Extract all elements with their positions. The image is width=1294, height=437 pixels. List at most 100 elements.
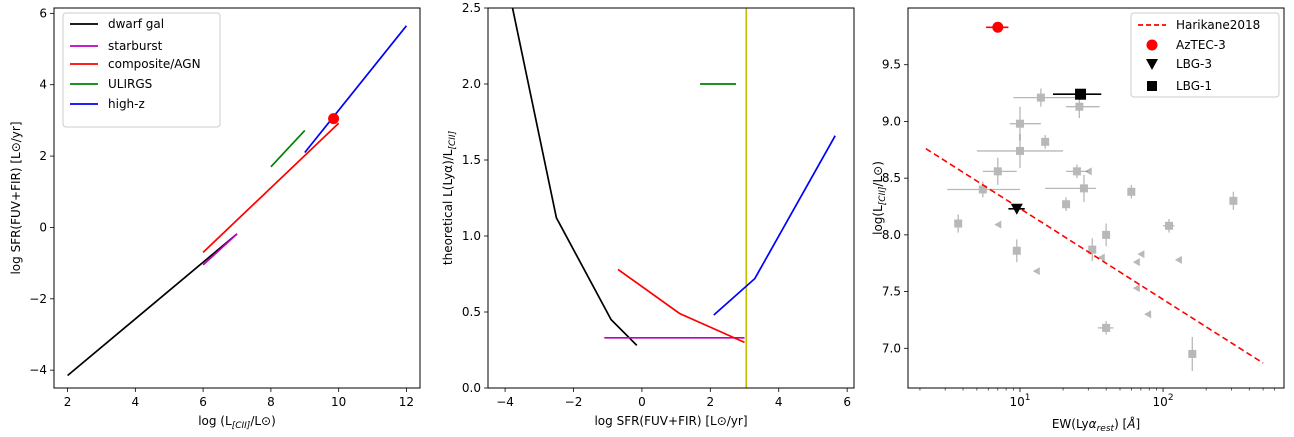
gray-triangle-point: [1137, 250, 1145, 259]
y-tick-label: 2: [39, 149, 47, 163]
legend-label-dwarf-gal: dwarf gal: [108, 17, 164, 31]
x-tick-label: 0: [638, 395, 646, 409]
legend-label-high-z: high-z: [108, 97, 145, 111]
x-tick-label: 2: [64, 395, 72, 409]
gray-square-point: [1012, 239, 1021, 263]
x-tick-label: 10: [331, 395, 346, 409]
series-line-1: [67, 233, 238, 377]
y-tick-label: 6: [39, 6, 47, 20]
square-marker: [1015, 146, 1024, 155]
point-lbg-3: [1008, 203, 1025, 215]
gray-triangle-point: [1144, 310, 1152, 319]
gray-triangle-point: [1032, 267, 1040, 276]
y-tick-label: 0.5: [462, 305, 481, 319]
panel-1-frame: [53, 7, 421, 389]
gray-square-point: [1229, 191, 1238, 210]
y-tick-label: 0: [39, 220, 47, 234]
y-tick-label: −4: [29, 363, 47, 377]
square-marker: [1012, 246, 1021, 255]
triangle-down-marker: [1010, 203, 1023, 215]
x-tick-label: 102: [1153, 393, 1174, 409]
y-tick-label: 9.5: [882, 58, 901, 72]
x-tick-label: 2: [707, 395, 715, 409]
panel-3-legend: Harikane2018 AzTEC-3 LBG-3 LBG-1: [1130, 12, 1280, 98]
y-tick-label: 1.0: [462, 229, 481, 243]
gray-square-point: [982, 157, 1017, 185]
square-marker: [954, 219, 963, 228]
x-tick-label: −4: [496, 395, 514, 409]
panel-1-data: [67, 25, 408, 377]
square-marker: [1079, 184, 1088, 193]
point-aztec-3: [986, 21, 1009, 33]
y-tick-label: 8.5: [882, 171, 901, 185]
y-tick-label: 7.0: [882, 341, 901, 355]
legend-label-harikane2018: Harikane2018: [1176, 18, 1260, 32]
gray-square-point: [1013, 88, 1080, 107]
circle-marker: [992, 21, 1004, 33]
gray-square-point: [1097, 321, 1114, 335]
gray-triangle-point: [1174, 255, 1182, 264]
gray-triangle-point: [1084, 167, 1092, 176]
legend-label-aztec-3: AzTEC-3: [1176, 38, 1226, 52]
gray-triangle-point: [1132, 258, 1140, 267]
series-line-1: [511, 8, 638, 346]
gray-square-point: [954, 214, 963, 233]
gray-square-point: [1102, 223, 1111, 247]
gray-square-point: [1041, 135, 1050, 149]
panel-1-xlabel: log (L[CII]/L⊙): [198, 414, 276, 431]
legend-marker-lbg-3: [1146, 59, 1158, 70]
y-tick-label: −2: [29, 292, 47, 306]
panel-2-frame: [487, 7, 855, 389]
y-tick-label: 2.5: [462, 1, 481, 15]
square-marker: [1041, 137, 1050, 146]
panel-3-frame: [907, 7, 1285, 389]
y-tick-label: 8.0: [882, 228, 901, 242]
panel-2: −4 −2 0 2 4 6 0.0 0.5 1.0 1.5 2.0 2.5 log SFR(FUV+F…: [441, 1, 855, 428]
point-lbg-1: [1052, 88, 1102, 100]
x-tick-label: 6: [199, 395, 207, 409]
gray-square-point: [1188, 336, 1197, 371]
legend-box: [62, 12, 221, 128]
square-marker: [1188, 349, 1197, 358]
legend-label-composite-agn: composite/AGN: [108, 57, 201, 71]
y-tick-label: 1.5: [462, 153, 481, 167]
gray-triangle-point: [994, 220, 1002, 229]
panel-2-plot-area: [488, 8, 854, 388]
square-marker: [1102, 323, 1111, 332]
x-tick-label: 8: [267, 395, 275, 409]
square-marker: [993, 167, 1002, 176]
square-marker: [1075, 88, 1087, 100]
square-marker: [1164, 221, 1173, 230]
legend-box: [1130, 12, 1280, 98]
x-tick-label: 4: [132, 395, 140, 409]
panel-2-ylabel: theoretical L(Lyα)/L[CII]: [441, 130, 458, 265]
gray-square-point: [1088, 238, 1097, 261]
square-marker: [1127, 187, 1136, 196]
square-marker: [1075, 102, 1084, 111]
panel-3-xlabel: EW(Lyαrest) [Å]: [1052, 416, 1140, 434]
x-tick-label: 6: [843, 395, 851, 409]
legend-marker-lbg-1: [1147, 81, 1157, 91]
y-tick-label: 0.0: [462, 381, 481, 395]
x-tick-label: 12: [399, 395, 414, 409]
series-line-5: [304, 25, 408, 154]
square-marker: [1072, 167, 1081, 176]
gray-square-point: [1045, 174, 1097, 202]
series-line-4: [270, 129, 306, 168]
panel-2-xlabel: log SFR(FUV+FIR) [L⊙/yr]: [594, 414, 747, 428]
gray-square-point: [1062, 197, 1071, 212]
legend-label-lbg-1: LBG-1: [1176, 79, 1212, 93]
square-marker: [1036, 93, 1045, 102]
data-point: [328, 113, 340, 125]
gray-square-point: [1127, 184, 1136, 199]
square-marker: [1088, 245, 1097, 254]
panel-2-ticks: −4 −2 0 2 4 6 0.0 0.5 1.0 1.5 2.0 2.5: [462, 1, 851, 409]
harikane2018-fit-line: [925, 147, 1264, 364]
legend-label-lbg-3: LBG-3: [1176, 57, 1212, 71]
panel-3-ylabel: log(L[CII]/L⊙): [871, 161, 888, 235]
series-line-3: [617, 268, 745, 344]
panel-3: 101 102 7.0 7.5 8.0 8.5 9.0 9.5 EW(Lyαrest) [Å]…: [871, 7, 1285, 434]
gray-triangle-point: [1132, 284, 1140, 293]
gray-square-point: [1163, 218, 1175, 233]
